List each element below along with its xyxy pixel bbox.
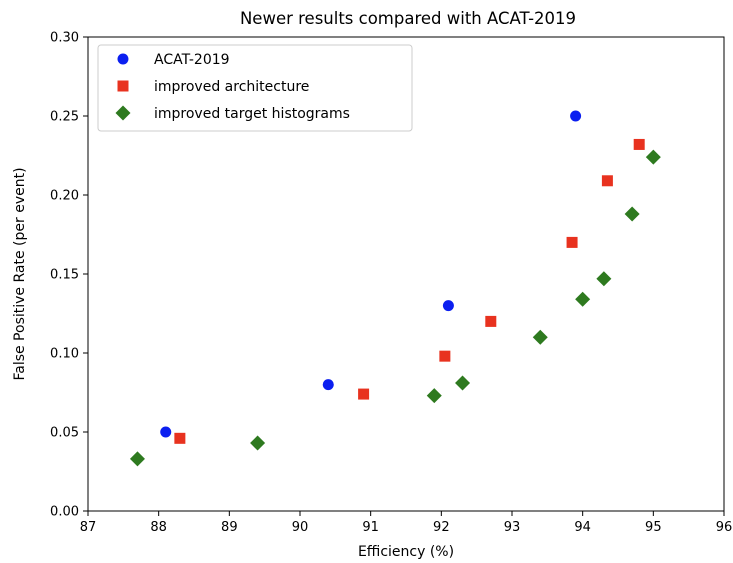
data-point <box>596 271 612 287</box>
y-tick-label: 0.20 <box>50 189 79 204</box>
x-tick-label: 87 <box>80 520 97 535</box>
data-point <box>250 435 266 451</box>
legend-marker <box>115 105 131 121</box>
x-axis-label: Efficiency (%) <box>358 544 454 560</box>
x-tick-label: 90 <box>292 520 309 535</box>
legend-label: improved target histograms <box>154 106 350 122</box>
data-point <box>566 236 578 248</box>
legend-marker <box>117 53 129 65</box>
data-point <box>455 375 471 391</box>
y-tick-label: 0.00 <box>50 505 79 520</box>
y-tick-label: 0.10 <box>50 347 79 362</box>
data-point <box>570 110 582 122</box>
data-point <box>439 350 451 362</box>
data-point <box>624 206 640 222</box>
legend-marker <box>117 80 129 92</box>
x-tick-label: 93 <box>504 520 521 535</box>
series-group <box>174 138 645 444</box>
x-tick-label: 89 <box>221 520 238 535</box>
x-tick-label: 95 <box>645 520 662 535</box>
y-tick-label: 0.30 <box>50 31 79 46</box>
legend-box <box>97 44 413 132</box>
data-point <box>322 379 334 391</box>
series-group <box>160 110 582 438</box>
chart-title: Newer results compared with ACAT-2019 <box>240 9 576 28</box>
data-point <box>633 138 645 150</box>
legend-label: improved architecture <box>154 79 309 95</box>
y-tick-label: 0.05 <box>50 426 79 441</box>
legend: ACAT-2019 improved architecture improved t… <box>97 44 413 132</box>
x-tick-label: 91 <box>362 520 379 535</box>
y-axis-label: False Positive Rate (per event) <box>12 167 28 380</box>
data-point <box>129 451 145 467</box>
y-tick-label: 0.15 <box>50 268 79 283</box>
data-point <box>485 315 497 327</box>
data-point <box>442 300 454 312</box>
x-tick-label: 96 <box>716 520 733 535</box>
data-point <box>532 329 548 345</box>
data-point <box>358 388 370 400</box>
data-point <box>575 291 591 307</box>
y-tick-label: 0.25 <box>50 110 79 125</box>
legend-label: ACAT-2019 <box>154 52 230 68</box>
series-group <box>129 149 661 467</box>
data-point <box>160 426 172 438</box>
x-tick-label: 92 <box>433 520 450 535</box>
data-point <box>174 432 186 444</box>
x-tick-label: 94 <box>574 520 591 535</box>
plot-area-frame <box>87 36 725 512</box>
data-point <box>426 388 442 404</box>
x-tick-label: 88 <box>150 520 167 535</box>
data-point <box>601 175 613 187</box>
data-point <box>645 149 661 165</box>
